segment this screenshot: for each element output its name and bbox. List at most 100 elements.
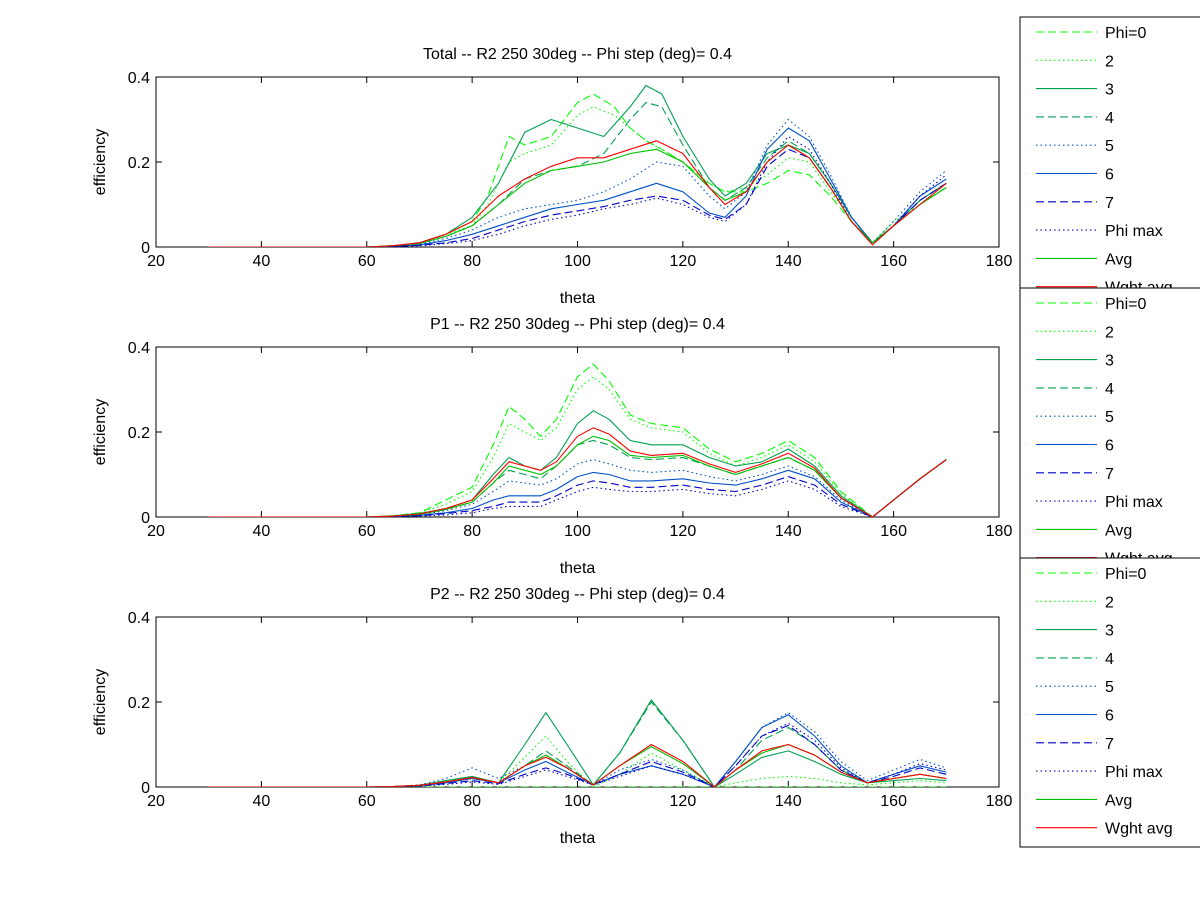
x-tick-label: 120 xyxy=(670,523,697,540)
series-line-8 xyxy=(208,459,947,517)
series-line-5 xyxy=(208,712,947,787)
chart-title: P1 -- R2 250 30deg -- Phi step (deg)= 0.… xyxy=(430,316,725,333)
series-line-2 xyxy=(208,376,947,517)
x-tick-label: 100 xyxy=(564,253,591,270)
legend-label: 6 xyxy=(1105,167,1114,184)
chart-title: Total -- R2 250 30deg -- Phi step (deg)=… xyxy=(423,46,732,63)
axes-box xyxy=(155,346,1000,518)
legend-label: 6 xyxy=(1105,708,1114,725)
y-tick-label: 0.2 xyxy=(128,695,150,712)
y-tick-label: 0.2 xyxy=(128,425,150,442)
y-tick-label: 0 xyxy=(141,510,150,527)
legend-label: Avg xyxy=(1105,251,1132,268)
y-tick-label: 0.2 xyxy=(128,155,150,172)
legend-label: Phi max xyxy=(1105,223,1163,240)
y-tick-label: 0.4 xyxy=(128,70,150,87)
x-tick-label: 160 xyxy=(880,793,907,810)
chart-title: P2 -- R2 250 30deg -- Phi step (deg)= 0.… xyxy=(430,586,725,603)
y-tick-label: 0 xyxy=(141,240,150,257)
series-group xyxy=(208,699,947,787)
legend-box xyxy=(1019,287,1200,561)
subplot-0: 20 40 60 80 100 120 140 160 180 0 0.2 0.4 Total -- R… xyxy=(92,16,1200,307)
axes-box xyxy=(155,616,1000,788)
legend-label: 2 xyxy=(1105,594,1114,611)
x-tick-label: 20 xyxy=(147,253,165,270)
x-tick-label: 60 xyxy=(358,253,376,270)
legend-label: 6 xyxy=(1105,438,1114,455)
series-line-7 xyxy=(208,459,947,517)
x-tick-label: 40 xyxy=(252,523,270,540)
y-tick-label: 0 xyxy=(141,780,150,797)
legend-label: 7 xyxy=(1105,195,1114,212)
x-tick-label: 160 xyxy=(880,523,907,540)
legend-label: 5 xyxy=(1105,679,1114,696)
x-tick-label: 20 xyxy=(147,523,165,540)
legend-label: 3 xyxy=(1105,623,1114,640)
series-line-2 xyxy=(208,106,947,247)
x-tick-label: 140 xyxy=(775,253,802,270)
legend-label: 4 xyxy=(1105,110,1114,127)
legend-label: 5 xyxy=(1105,409,1114,426)
series-line-3 xyxy=(208,699,947,787)
series-line-6 xyxy=(208,714,947,787)
x-axis-label: theta xyxy=(560,560,596,577)
x-tick-label: 120 xyxy=(670,793,697,810)
x-tick-label: 40 xyxy=(252,253,270,270)
series-line-7 xyxy=(208,724,947,787)
x-axis-label: theta xyxy=(560,290,596,307)
series-line-6 xyxy=(208,459,947,517)
x-tick-label: 80 xyxy=(463,793,481,810)
series-line-10 xyxy=(208,743,947,787)
legend-label: Wght avg xyxy=(1105,821,1173,838)
legend: Phi=0 2 3 4 5 6 7 Phi max Avg Wght avg xyxy=(1019,557,1200,848)
legend-label: Phi=0 xyxy=(1105,566,1146,583)
legend-label: 4 xyxy=(1105,651,1114,668)
y-axis-label: efficiency xyxy=(92,399,109,465)
x-tick-label: 100 xyxy=(564,793,591,810)
x-tick-label: 140 xyxy=(775,523,802,540)
legend-label: Phi=0 xyxy=(1105,296,1146,313)
legend-box xyxy=(1019,16,1200,290)
series-line-1 xyxy=(208,363,947,517)
x-tick-label: 60 xyxy=(358,523,376,540)
legend-label: 7 xyxy=(1105,466,1114,483)
y-axis-label: efficiency xyxy=(92,129,109,195)
legend-label: Wght avg xyxy=(1105,551,1173,568)
x-tick-label: 120 xyxy=(670,253,697,270)
series-group xyxy=(208,84,947,247)
x-tick-label: 60 xyxy=(358,793,376,810)
y-tick-label: 0.4 xyxy=(128,340,150,357)
legend-label: Avg xyxy=(1105,522,1132,539)
legend-label: Phi=0 xyxy=(1105,25,1146,42)
x-tick-label: 160 xyxy=(880,253,907,270)
legend-label: 2 xyxy=(1105,53,1114,70)
x-axis-label: theta xyxy=(560,830,596,847)
legend-label: 5 xyxy=(1105,138,1114,155)
legend: Phi=0 2 3 4 5 6 7 Phi max Avg Wght avg xyxy=(1019,287,1200,568)
x-tick-label: 100 xyxy=(564,523,591,540)
x-tick-label: 180 xyxy=(986,523,1013,540)
legend-box xyxy=(1019,557,1200,848)
series-line-5 xyxy=(208,118,947,247)
x-tick-label: 20 xyxy=(147,793,165,810)
subplot-1: 20 40 60 80 100 120 140 160 180 0 0.2 0.4 P1 -- R2 2… xyxy=(92,287,1200,577)
legend-label: Wght avg xyxy=(1105,280,1173,297)
axes-box xyxy=(155,76,1000,248)
series-line-2 xyxy=(208,735,947,787)
y-tick-label: 0.4 xyxy=(128,610,150,627)
subplot-2: 20 40 60 80 100 120 140 160 180 0 0.2 0.4 P2 -- R2 2… xyxy=(92,557,1200,848)
legend: Phi=0 2 3 4 5 6 7 Phi max Avg Wght avg xyxy=(1019,16,1200,297)
legend-label: 3 xyxy=(1105,82,1114,99)
x-tick-label: 40 xyxy=(252,793,270,810)
legend-label: Phi max xyxy=(1105,494,1163,511)
x-tick-label: 180 xyxy=(986,253,1013,270)
x-tick-label: 140 xyxy=(775,793,802,810)
legend-label: Avg xyxy=(1105,792,1132,809)
x-tick-label: 80 xyxy=(463,253,481,270)
legend-label: 4 xyxy=(1105,381,1114,398)
legend-label: 7 xyxy=(1105,736,1114,753)
y-axis-label: efficiency xyxy=(92,669,109,735)
series-group xyxy=(208,363,947,517)
series-line-6 xyxy=(208,127,947,247)
